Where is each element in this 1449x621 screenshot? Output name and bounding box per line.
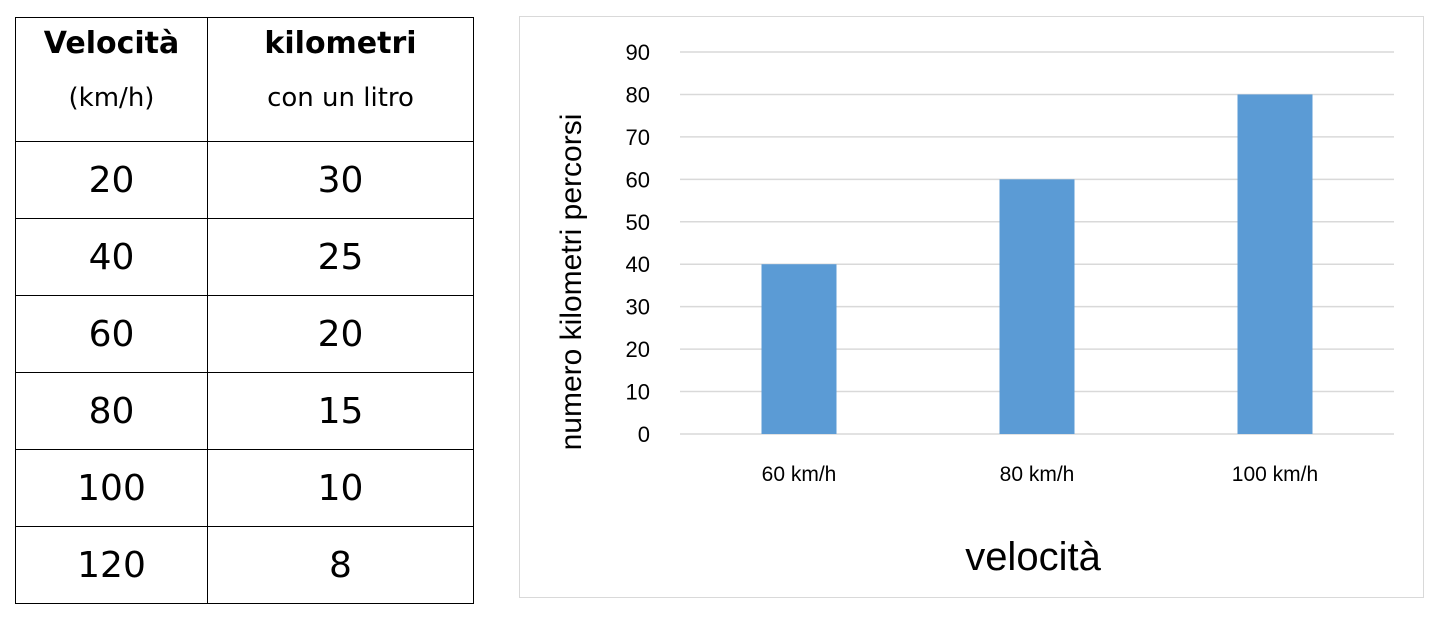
header-km: kilometri con un litro (207, 17, 474, 142)
header-speed-unit: (km/h) (68, 83, 155, 113)
bar (761, 264, 837, 434)
cell-speed: 120 (15, 526, 208, 604)
header-speed-title: Velocità (43, 26, 180, 61)
x-tick-label: 60 km/h (762, 463, 837, 486)
y-tick-label: 20 (626, 337, 650, 362)
cell-speed: 100 (15, 449, 208, 527)
y-tick-label: 90 (626, 40, 650, 65)
y-tick-label: 40 (626, 252, 650, 277)
y-tick-label: 70 (626, 125, 650, 150)
chart-container: 0 10 20 30 40 50 60 70 80 90 60 km/h 80 km/h 100 km… (519, 16, 1424, 598)
cell-km: 10 (207, 449, 474, 527)
bar-chart: 0 10 20 30 40 50 60 70 80 90 60 km/h 80 km/h 100 km… (555, 40, 1394, 579)
cell-speed: 80 (15, 372, 208, 450)
y-tick-label: 10 (626, 380, 650, 405)
table-row: 60 20 (15, 295, 474, 373)
cell-speed: 20 (15, 141, 208, 219)
y-tick-label: 0 (638, 422, 650, 447)
bars (761, 94, 1313, 434)
x-tick-label: 100 km/h (1232, 463, 1318, 486)
cell-km: 20 (207, 295, 474, 373)
table-row: 80 15 (15, 372, 474, 450)
cell-km: 8 (207, 526, 474, 604)
y-tick-label: 80 (626, 82, 650, 107)
bar (1237, 94, 1313, 434)
cell-km: 30 (207, 141, 474, 219)
y-tick-label: 60 (626, 167, 650, 192)
cell-km: 15 (207, 372, 474, 450)
cell-speed: 60 (15, 295, 208, 373)
header-km-sub: con un litro (267, 83, 414, 113)
x-axis-title: velocità (965, 535, 1101, 579)
y-axis-ticks: 0 10 20 30 40 50 60 70 80 90 (626, 40, 650, 447)
x-axis-ticks: 60 km/h 80 km/h 100 km/h (762, 463, 1319, 486)
speed-km-table: Velocità (km/h) kilometri con un litro 2… (15, 17, 474, 604)
table-row: 120 8 (15, 526, 474, 604)
y-tick-label: 50 (626, 210, 650, 235)
table-header-row: Velocità (km/h) kilometri con un litro (15, 17, 474, 142)
y-axis-title: numero kilometri percorsi (555, 114, 588, 451)
y-tick-label: 30 (626, 295, 650, 320)
cell-speed: 40 (15, 218, 208, 296)
header-speed: Velocità (km/h) (15, 17, 208, 142)
table-row: 40 25 (15, 218, 474, 296)
cell-km: 25 (207, 218, 474, 296)
table-row: 100 10 (15, 449, 474, 527)
bar (999, 179, 1075, 434)
header-km-title: kilometri (264, 26, 417, 61)
x-tick-label: 80 km/h (1000, 463, 1075, 486)
table-row: 20 30 (15, 141, 474, 219)
